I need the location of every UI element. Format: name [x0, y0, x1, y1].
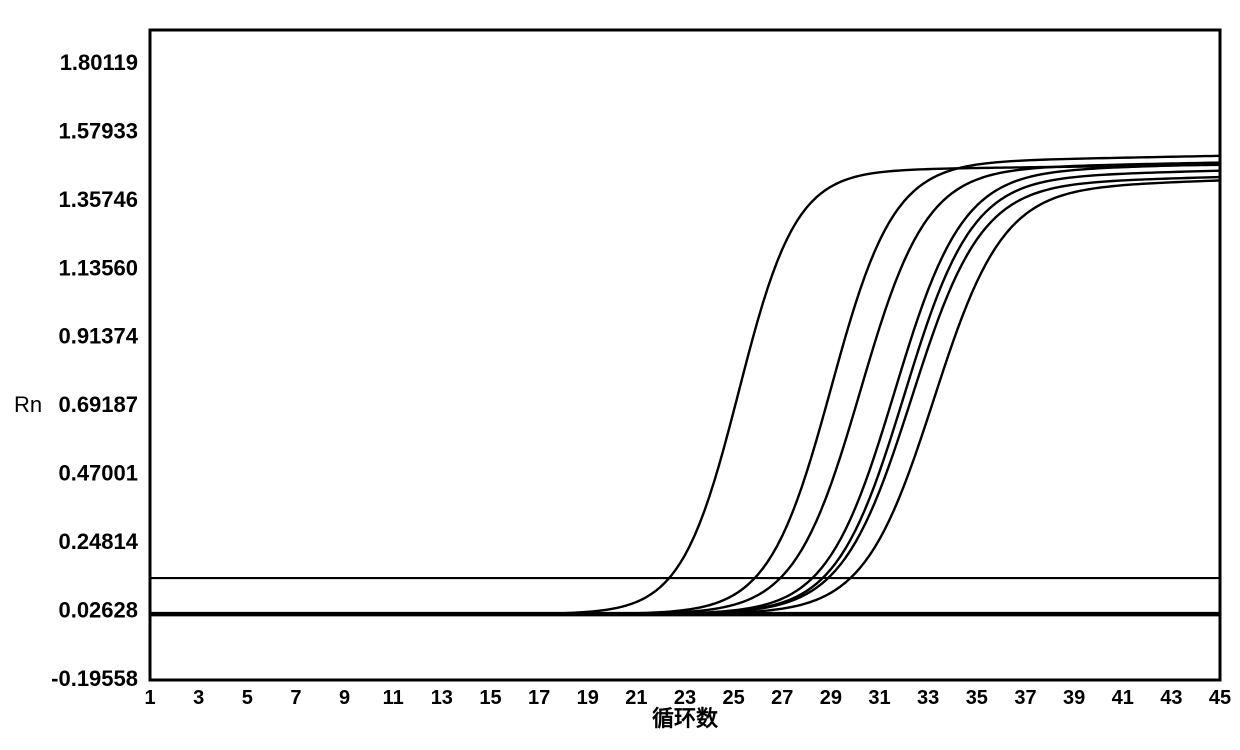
x-tick-label: 7 [290, 687, 301, 709]
y-tick-label: -0.19558 [51, 666, 138, 691]
x-tick-label: 33 [917, 687, 939, 709]
y-tick-label: 1.80119 [60, 50, 138, 75]
x-tick-label: 15 [479, 687, 501, 709]
y-tick-label: 1.57933 [58, 118, 138, 143]
x-tick-label: 1 [144, 687, 155, 709]
x-tick-label: 21 [625, 687, 647, 709]
x-tick-label: 37 [1014, 687, 1036, 709]
x-tick-label: 35 [966, 687, 988, 709]
x-tick-label: 29 [820, 687, 842, 709]
y-tick-label: 0.02628 [58, 597, 138, 622]
x-tick-label: 17 [528, 687, 550, 709]
x-tick-label: 45 [1209, 687, 1231, 709]
x-tick-label: 39 [1063, 687, 1085, 709]
amplification-chart: -0.19558 0.02628 0.24814 0.47001 0.69187 0.91… [0, 0, 1240, 750]
x-axis-title: 循环数 [652, 706, 719, 731]
x-tick-label: 19 [577, 687, 599, 709]
y-tick-label: 1.35746 [58, 187, 138, 212]
y-tick-label: 0.24814 [58, 529, 138, 554]
x-tick-label: 11 [383, 687, 404, 709]
x-tick-label: 5 [242, 687, 253, 709]
x-tick-label: 25 [723, 687, 745, 709]
y-tick-label: 1.13560 [58, 255, 138, 280]
x-tick-label: 43 [1160, 687, 1182, 709]
y-tick-label: 0.69187 [58, 392, 138, 417]
y-tick-label: 0.91374 [58, 324, 138, 349]
chart-svg: -0.19558 0.02628 0.24814 0.47001 0.69187 0.91… [0, 0, 1240, 750]
x-tick-label: 9 [339, 687, 350, 709]
x-tick-label: 13 [431, 687, 453, 709]
x-tick-label: 27 [771, 687, 793, 709]
y-tick-label: 0.47001 [58, 461, 138, 486]
x-tick-label: 41 [1112, 687, 1134, 709]
x-tick-label: 31 [868, 687, 890, 709]
x-tick-label: 3 [193, 687, 204, 709]
y-axis-title: Rn [14, 392, 42, 417]
